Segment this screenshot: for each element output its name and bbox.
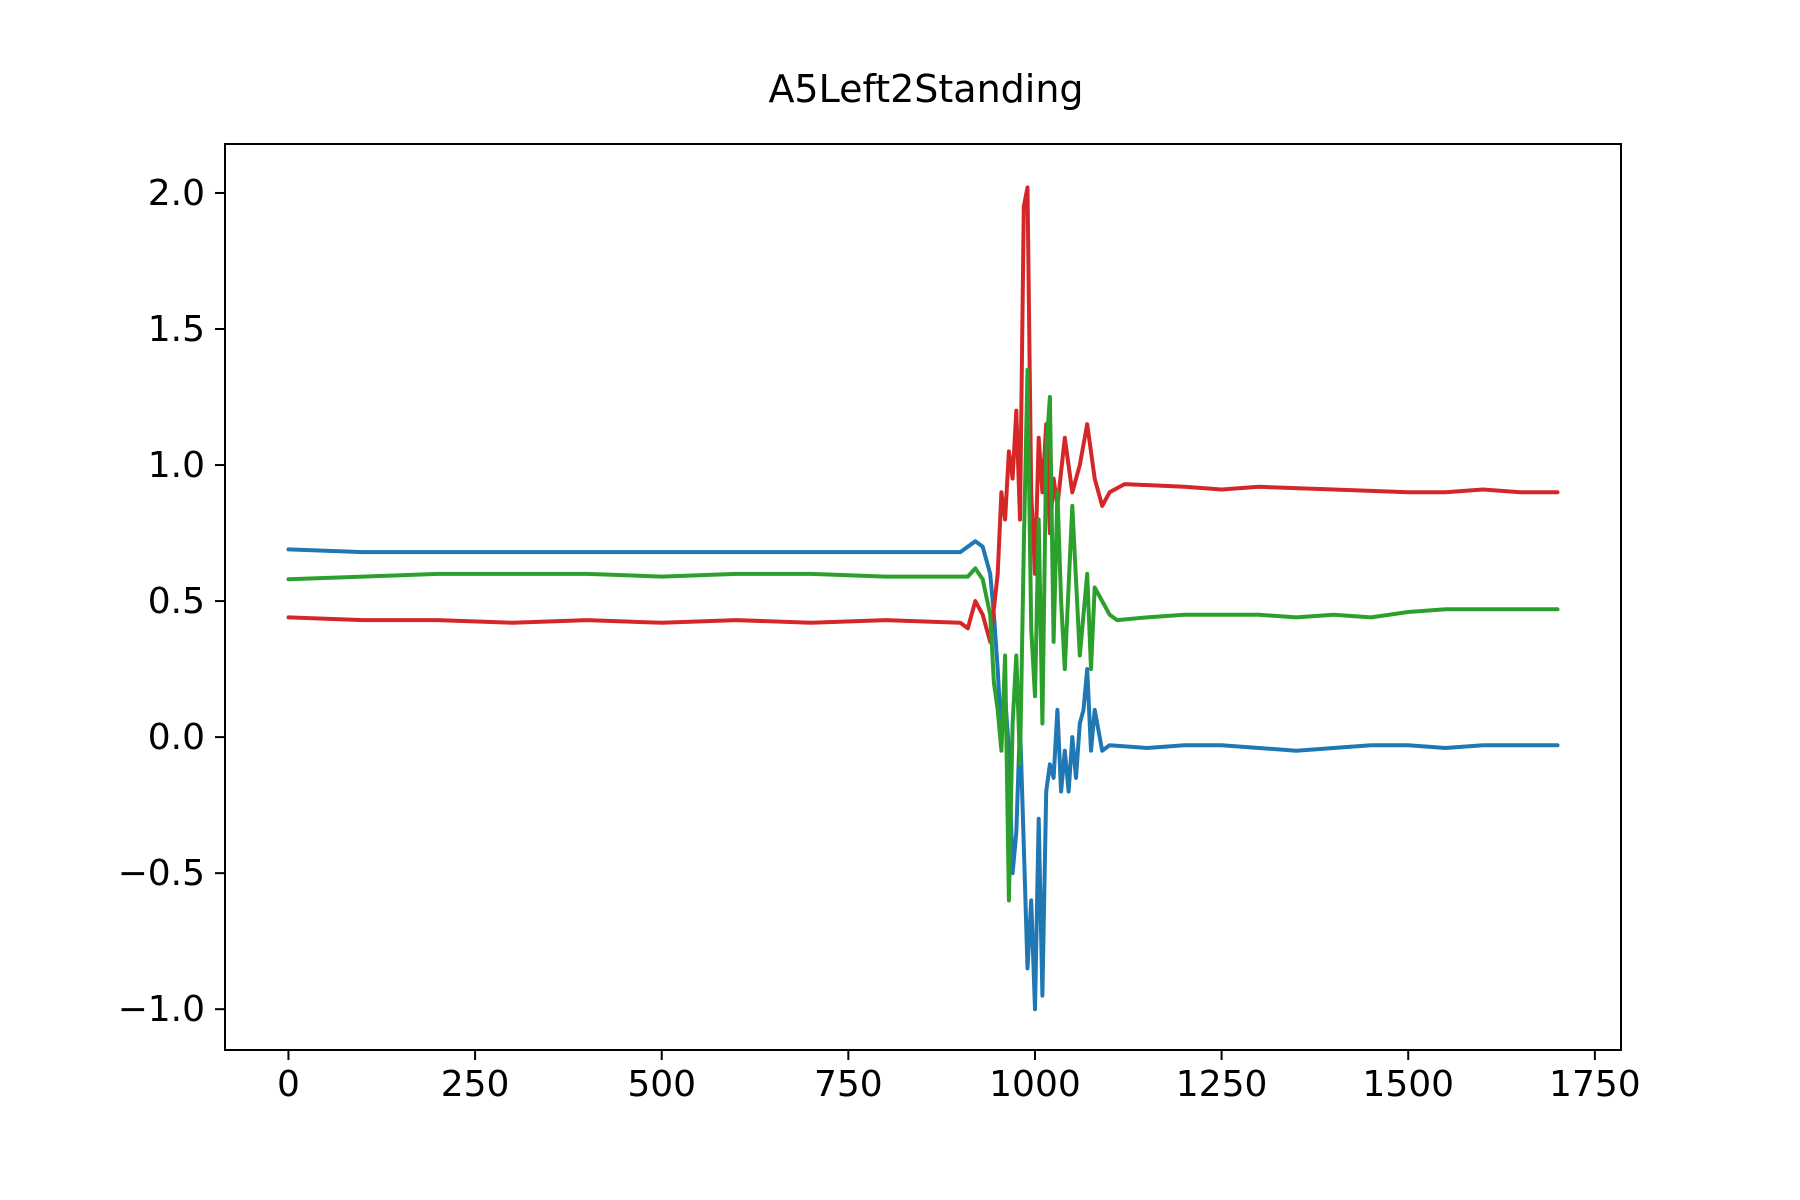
y-tick-label: 2.0 [148,173,205,214]
axes-frame [224,143,1622,1051]
x-tick-label: 750 [814,1064,883,1105]
x-tick-label: 1750 [1549,1064,1641,1105]
y-axis: −1.0 −0.5 0.0 0.5 1.0 1.5 2.0 [118,173,225,1030]
y-tick-label: −1.0 [118,989,205,1030]
series-line-1 [286,539,1560,1012]
y-tick-label: 1.5 [148,309,205,350]
y-tick-label: 1.0 [148,445,205,486]
y-tick-label: −0.5 [118,853,205,894]
series-line-2 [286,185,1560,644]
series-line-3 [286,367,1560,903]
x-tick-label: 250 [441,1064,510,1105]
x-axis: 0 250 500 750 1000 1250 1500 1750 [277,1050,1641,1105]
plot-series [286,185,1560,1012]
y-tick-label: 0.5 [148,581,205,622]
chart-title: A5Left2Standing [768,67,1083,111]
x-tick-label: 0 [277,1064,300,1105]
x-tick-label: 500 [627,1064,696,1105]
x-tick-label: 1250 [1176,1064,1268,1105]
x-tick-label: 1000 [989,1064,1081,1105]
y-tick-label: 0.0 [148,717,205,758]
x-tick-label: 1500 [1362,1064,1454,1105]
